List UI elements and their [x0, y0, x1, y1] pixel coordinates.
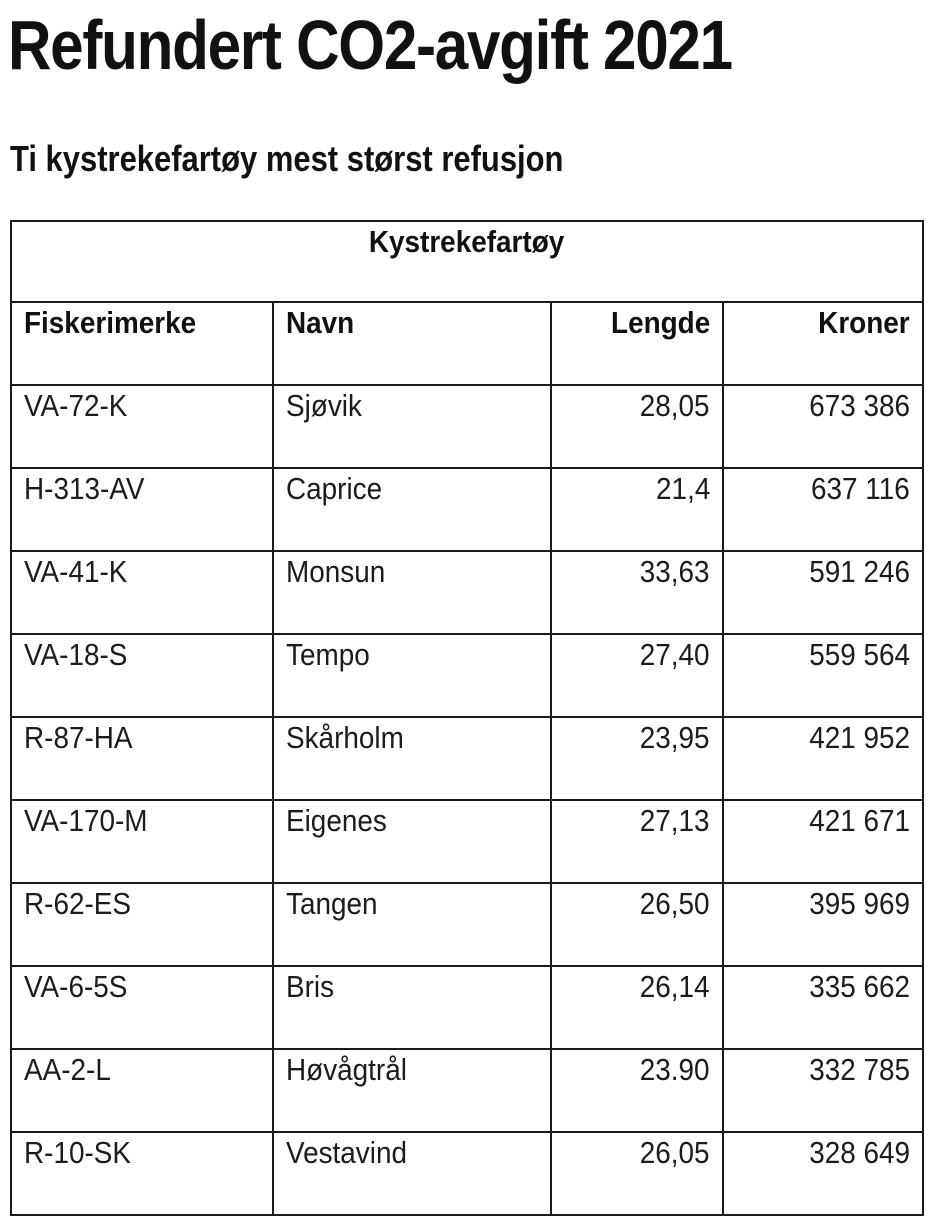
cell-lengde: 21,4 [550, 467, 724, 552]
table-row: H-313-AV Caprice 21,4 637 116 [10, 467, 925, 552]
cell-fiskerimerke: R-62-ES [10, 882, 274, 967]
refund-table: Kystrekefartøy Fiskerimerke Navn Lengde … [9, 220, 925, 1216]
cell-navn: Vestavind [272, 1131, 552, 1216]
cell-fiskerimerke: VA-6-5S [10, 965, 274, 1050]
column-header-navn: Navn [272, 301, 552, 386]
cell-navn: Skårholm [272, 716, 552, 801]
cell-navn: Bris [272, 965, 552, 1050]
cell-fiskerimerke: VA-18-S [10, 633, 274, 718]
table-row: VA-72-K Sjøvik 28,05 673 386 [10, 384, 925, 469]
column-header-fiskerimerke: Fiskerimerke [10, 301, 274, 386]
cell-fiskerimerke: R-87-HA [10, 716, 274, 801]
group-header-kystrekefartoy: Kystrekefartøy [9, 220, 925, 303]
cell-navn: Tempo [272, 633, 552, 718]
cell-kroner: 591 246 [721, 550, 925, 635]
cell-kroner: 421 671 [721, 799, 925, 884]
cell-lengde: 26,05 [550, 1131, 724, 1216]
cell-lengde: 26,50 [550, 882, 724, 967]
table-row: VA-18-S Tempo 27,40 559 564 [10, 633, 925, 718]
table-row: R-87-HA Skårholm 23,95 421 952 [10, 716, 925, 801]
cell-kroner: 332 785 [721, 1048, 925, 1133]
cell-kroner: 421 952 [721, 716, 925, 801]
cell-navn: Eigenes [272, 799, 552, 884]
cell-lengde: 27,13 [550, 799, 724, 884]
cell-fiskerimerke: VA-41-K [10, 550, 274, 635]
cell-kroner: 637 116 [721, 467, 925, 552]
cell-lengde: 23,95 [550, 716, 724, 801]
cell-fiskerimerke: AA-2-L [10, 1048, 274, 1133]
table-row: AA-2-L Høvågtrål 23.90 332 785 [10, 1048, 925, 1133]
cell-navn: Caprice [272, 467, 552, 552]
column-header-kroner: Kroner [721, 301, 925, 386]
cell-lengde: 28,05 [550, 384, 724, 469]
cell-fiskerimerke: R-10-SK [10, 1131, 274, 1216]
page-subtitle: Ti kystrekefartøy mest størst refusjon [10, 138, 564, 179]
cell-kroner: 328 649 [721, 1131, 925, 1216]
page-title: Refundert CO2-avgift 2021 [8, 6, 733, 84]
cell-fiskerimerke: H-313-AV [10, 467, 274, 552]
cell-lengde: 33,63 [550, 550, 724, 635]
table-header-row: Fiskerimerke Navn Lengde Kroner [10, 301, 925, 386]
cell-navn: Tangen [272, 882, 552, 967]
cell-kroner: 335 662 [721, 965, 925, 1050]
cell-navn: Høvågtrål [272, 1048, 552, 1133]
cell-lengde: 23.90 [550, 1048, 724, 1133]
table-row: R-10-SK Vestavind 26,05 328 649 [10, 1131, 925, 1216]
table-row: VA-6-5S Bris 26,14 335 662 [10, 965, 925, 1050]
table-row: VA-41-K Monsun 33,63 591 246 [10, 550, 925, 635]
table-row: VA-170-M Eigenes 27,13 421 671 [10, 799, 925, 884]
cell-kroner: 395 969 [721, 882, 925, 967]
cell-navn: Sjøvik [272, 384, 552, 469]
cell-lengde: 27,40 [550, 633, 724, 718]
table-row: R-62-ES Tangen 26,50 395 969 [10, 882, 925, 967]
cell-navn: Monsun [272, 550, 552, 635]
cell-fiskerimerke: VA-72-K [10, 384, 274, 469]
cell-kroner: 673 386 [721, 384, 925, 469]
column-header-lengde: Lengde [550, 301, 724, 386]
table-group-header-row: Kystrekefartøy [9, 220, 925, 303]
cell-fiskerimerke: VA-170-M [10, 799, 274, 884]
cell-kroner: 559 564 [721, 633, 925, 718]
cell-lengde: 26,14 [550, 965, 724, 1050]
